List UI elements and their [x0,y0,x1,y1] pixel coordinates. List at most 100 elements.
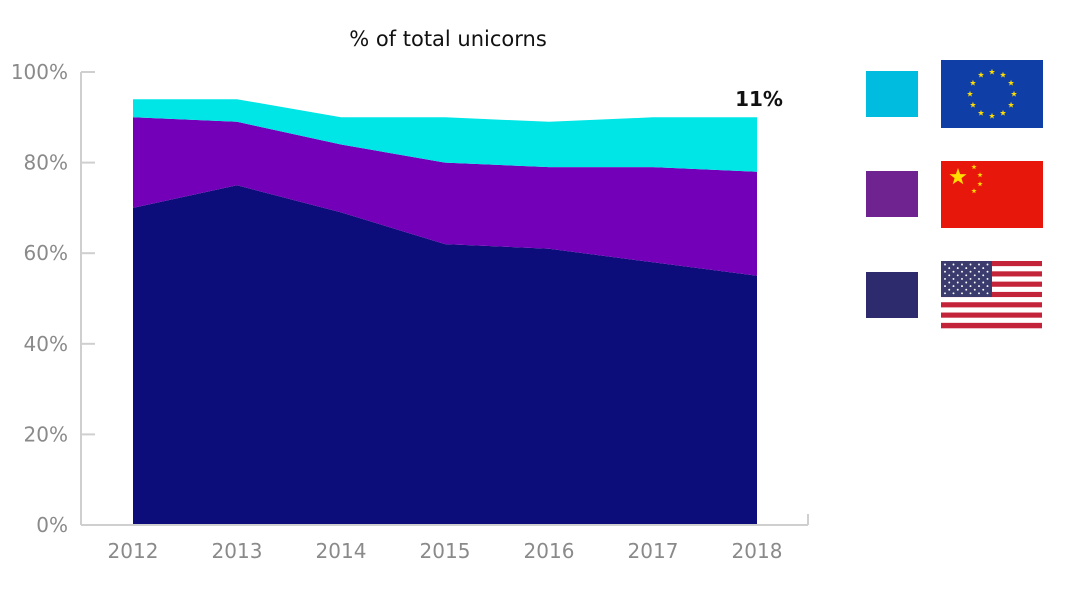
eu-star [988,112,996,119]
usa-star [944,292,946,295]
y-tick-label: 40% [24,332,68,356]
usa-stripe [941,322,1042,329]
usa-star [965,288,968,291]
eu-star [1010,90,1018,97]
legend-swatch-europe [866,71,918,117]
y-tick-label: 20% [24,422,68,446]
usa-star [965,274,968,277]
usa-star [982,288,985,291]
usa-star [986,263,989,266]
usa-star [986,285,989,288]
usa-star [973,281,976,284]
usa-star [965,281,968,284]
eu-star [999,71,1007,78]
usa-star [952,270,955,273]
usa-star [969,292,972,295]
area-europe [133,99,757,172]
y-tick-label: 80% [24,151,68,175]
annotation-label: 11% [735,87,783,111]
x-tick-label: 2015 [420,539,471,563]
usa-star [952,292,955,295]
usa-star [969,270,972,273]
eu-star [1008,79,1015,86]
usa-star [956,281,959,284]
eu-star [999,109,1007,116]
usa-star [956,274,959,277]
usa-star [961,285,963,288]
usa-star [948,288,951,291]
x-tick-label: 2013 [212,539,263,563]
area-usa [133,185,757,526]
eu-star [969,79,976,86]
usa-stripe [941,297,1042,303]
annotations: 11% [735,87,783,111]
axes [80,72,809,526]
usa-star [948,274,951,277]
x-tick-label: 2017 [628,539,679,563]
usa-star [948,267,951,270]
usa-star [986,270,989,273]
chart-title: % of total unicorns [349,27,547,51]
usa-star [956,267,959,270]
usa-star [982,274,985,277]
usa-star [944,263,946,266]
eu-flag-icon [941,60,1043,128]
legend [866,60,1043,329]
usa-star [978,285,980,288]
y-tick-label: 60% [24,241,68,265]
usa-star [965,267,968,270]
usa-star [944,277,946,280]
legend-swatch-china [866,171,918,217]
y-tick-label: 0% [36,513,68,537]
usa-star [944,285,946,288]
usa-star [973,274,976,277]
usa-star [952,285,955,288]
usa-stripe [941,317,1042,324]
usa-star [961,270,963,273]
y-tick-label: 100% [11,60,68,84]
usa-star [978,263,980,266]
x-tick-label: 2018 [732,539,783,563]
x-tick-label: 2014 [316,539,367,563]
usa-star [948,281,951,284]
usa-star [956,288,959,291]
usa-star [969,263,972,266]
y-axis-ticks: 0% 20% 40% 60% 80% 100% [11,60,95,537]
x-tick-label: 2012 [108,539,159,563]
x-axis-ticks: 2012 2013 2014 2015 2016 2017 2018 [108,539,783,563]
usa-flag-icon [941,261,1042,329]
usa-star [978,277,980,280]
usa-stripe [941,312,1042,318]
usa-stripe [941,307,1042,313]
eu-star [969,101,976,108]
area-china [133,117,757,276]
usa-star [961,263,963,266]
eu-star [977,109,985,116]
usa-star [969,277,972,280]
china-small-star [977,181,983,187]
area-series-group [133,99,757,526]
usa-star [986,277,989,280]
usa-stripe [941,302,1042,308]
eu-star [1008,101,1015,108]
china-flag-icon [941,161,1043,228]
usa-star [978,270,980,273]
eu-star [966,90,974,97]
usa-star [973,267,976,270]
usa-star [978,292,980,295]
china-small-star [971,164,977,170]
usa-star [961,277,963,280]
usa-star [973,288,976,291]
usa-star [961,292,963,295]
china-small-star [971,188,977,194]
usa-star [982,267,985,270]
eu-star [988,68,996,75]
usa-star [982,281,985,284]
usa-star [969,285,972,288]
usa-star [986,292,989,295]
x-tick-label: 2016 [524,539,575,563]
usa-star [952,277,955,280]
usa-star [944,270,946,273]
china-small-star [977,172,983,178]
